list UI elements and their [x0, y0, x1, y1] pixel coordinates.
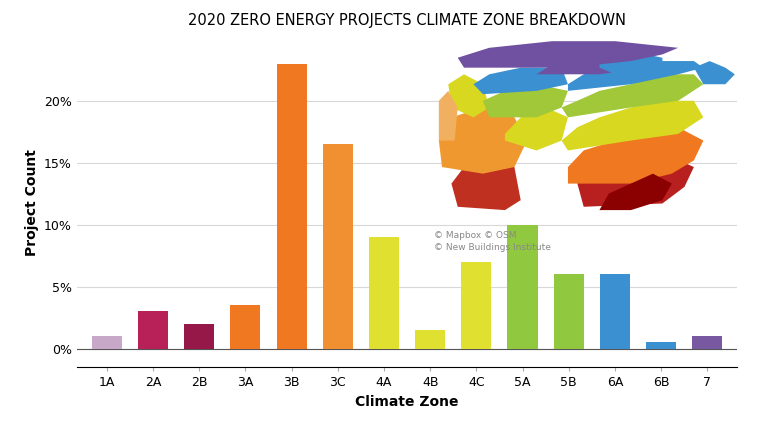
- Bar: [508, 225, 538, 349]
- Y-axis label: Project Count: Project Count: [25, 149, 38, 257]
- Polygon shape: [600, 51, 662, 74]
- Polygon shape: [439, 91, 458, 140]
- Bar: [415, 330, 445, 349]
- Polygon shape: [537, 51, 647, 74]
- Text: © Mapbox © OSM
© New Buildings Institute: © Mapbox © OSM © New Buildings Institute: [434, 231, 551, 252]
- X-axis label: Climate Zone: Climate Zone: [356, 395, 458, 409]
- Bar: [276, 64, 306, 349]
- Polygon shape: [452, 160, 521, 210]
- Polygon shape: [449, 74, 489, 118]
- Polygon shape: [600, 174, 672, 210]
- Polygon shape: [458, 41, 678, 68]
- Bar: [323, 144, 353, 349]
- Polygon shape: [561, 74, 703, 118]
- Title: 2020 ZERO ENERGY PROJECTS CLIMATE ZONE BREAKDOWN: 2020 ZERO ENERGY PROJECTS CLIMATE ZONE B…: [188, 13, 626, 28]
- Polygon shape: [561, 101, 703, 150]
- Bar: [646, 343, 676, 349]
- Bar: [138, 311, 168, 349]
- Bar: [600, 274, 630, 349]
- Polygon shape: [568, 61, 703, 91]
- Polygon shape: [483, 84, 568, 118]
- Polygon shape: [473, 68, 568, 94]
- Polygon shape: [439, 108, 527, 174]
- Polygon shape: [578, 154, 694, 207]
- Bar: [92, 336, 122, 349]
- Bar: [230, 305, 260, 349]
- Bar: [184, 324, 214, 349]
- Polygon shape: [694, 61, 735, 84]
- Polygon shape: [505, 108, 568, 150]
- Polygon shape: [568, 127, 703, 184]
- Bar: [369, 237, 399, 349]
- Bar: [554, 274, 584, 349]
- Bar: [462, 262, 492, 349]
- Bar: [692, 336, 722, 349]
